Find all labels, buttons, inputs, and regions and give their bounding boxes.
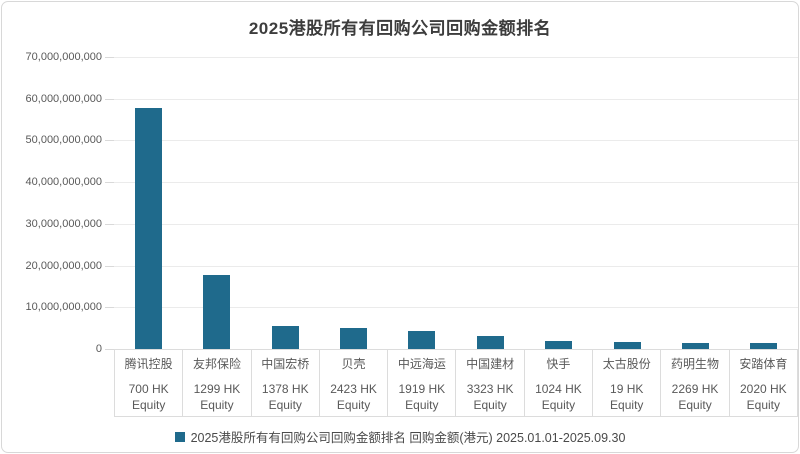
y-axis-tick-label: 10,000,000,000 <box>25 301 102 314</box>
bar-slot <box>730 57 798 349</box>
category-ticker: 2269 HK <box>671 382 719 396</box>
y-axis-tick-mark <box>105 98 114 100</box>
category-suffix: Equity <box>473 398 507 412</box>
bar-2269-HK <box>681 342 709 349</box>
y-axis-tick-label: 30,000,000,000 <box>25 217 102 230</box>
category-suffix: Equity <box>200 398 234 412</box>
bar-1378-HK <box>271 326 299 349</box>
y-axis-tick-label: 40,000,000,000 <box>25 176 102 189</box>
bar-slot <box>456 57 524 349</box>
category-ticker: 19 HK <box>610 382 644 396</box>
bar-1024-HK <box>545 340 573 349</box>
gridline <box>114 182 798 184</box>
category-ticker: 1299 HK <box>193 382 241 396</box>
legend-marker-icon <box>174 431 185 442</box>
category-suffix: Equity <box>336 398 371 412</box>
y-axis-ticks <box>105 57 114 350</box>
x-axis-category-row: 腾讯控股 700 HK Equity 友邦保险 1299 HK Equity 中国宏桥 137… <box>114 349 798 417</box>
bar-slot <box>182 57 250 349</box>
bar-slot <box>593 57 661 349</box>
y-axis-tick-mark <box>105 182 114 184</box>
bar-1299-HK <box>203 274 231 349</box>
bar-series <box>114 57 798 349</box>
category-cell: 药明生物 2269 HK Equity <box>660 350 728 416</box>
category-suffix: Equity <box>678 398 712 412</box>
bar-slot <box>661 57 729 349</box>
category-cell: 友邦保险 1299 HK Equity <box>182 350 250 416</box>
y-axis-tick-mark <box>105 140 114 142</box>
category-cell: 贝壳 2423 HK Equity <box>318 350 387 416</box>
gridline <box>114 265 798 267</box>
category-cell: 腾讯控股 700 HK Equity <box>115 350 182 416</box>
gridline <box>114 140 798 142</box>
bar-3323-HK <box>476 335 504 349</box>
category-name: 药明生物 <box>671 357 720 371</box>
category-suffix: Equity <box>405 398 439 412</box>
bar-2423-HK <box>339 327 367 349</box>
y-axis-tick-mark <box>105 223 114 225</box>
category-suffix: Equity <box>541 398 576 412</box>
category-name: 中国宏桥 <box>261 357 310 371</box>
category-ticker: 1919 HK <box>398 382 446 396</box>
category-cell: 中远海运 1919 HK Equity <box>387 350 455 416</box>
category-ticker: 2020 HK <box>739 382 787 396</box>
bar-700-HK <box>134 108 162 349</box>
bar-1919-HK <box>408 330 436 349</box>
y-axis-tick-label: 50,000,000,000 <box>25 134 102 147</box>
y-axis-tick-label: 60,000,000,000 <box>25 92 102 105</box>
category-name: 中远海运 <box>397 357 446 371</box>
category-cell: 中国建材 3323 HK Equity <box>455 350 523 416</box>
category-name: 贝壳 <box>341 357 366 371</box>
gridline <box>114 223 798 225</box>
gridline <box>114 307 798 309</box>
category-name: 太古股份 <box>602 357 651 371</box>
category-ticker: 2423 HK <box>330 382 377 396</box>
legend: 2025港股所有有回购公司回购金额排名 回购金额(港元) 2025.01.01-… <box>2 427 798 446</box>
gridline <box>114 57 798 58</box>
category-suffix: Equity <box>746 398 780 412</box>
y-axis-tick-mark <box>105 265 114 267</box>
category-ticker: 3323 HK <box>466 382 514 396</box>
category-name: 腾讯控股 <box>124 357 173 371</box>
y-axis-tick-label: 0 <box>95 343 102 355</box>
category-cell: 安踏体育 2020 HK Equity <box>728 350 797 416</box>
chart-title: 2025港股所有有回购公司回购金额排名 <box>248 19 552 38</box>
bar-slot <box>319 57 387 349</box>
category-name: 安踏体育 <box>739 357 788 371</box>
y-axis-labels: 70,000,000,000 60,000,000,000 50,000,000,0… <box>2 51 102 355</box>
category-name: 快手 <box>546 357 571 371</box>
y-axis-tick-mark <box>105 57 114 58</box>
bar-19-HK <box>613 342 641 349</box>
category-suffix: Equity <box>610 398 644 412</box>
y-axis-tick-mark <box>105 307 114 309</box>
bar-slot <box>251 57 319 349</box>
category-name: 友邦保险 <box>192 357 241 371</box>
category-suffix: Equity <box>268 398 302 412</box>
category-cell: 中国宏桥 1378 HK Equity <box>250 350 319 416</box>
bar-slot <box>114 57 182 349</box>
category-cell: 快手 1024 HK Equity <box>523 350 592 416</box>
category-ticker: 700 HK <box>128 382 169 396</box>
gridline <box>114 98 798 100</box>
y-axis-tick-label: 70,000,000,000 <box>25 51 102 63</box>
legend-label: 2025港股所有有回购公司回购金额排名 回购金额(港元) 2025.01.01-… <box>190 431 626 445</box>
bar-slot <box>388 57 456 349</box>
bar-2020-HK <box>750 342 778 349</box>
category-name: 中国建材 <box>466 357 515 371</box>
category-ticker: 1024 HK <box>535 382 582 396</box>
bar-slot <box>524 57 592 349</box>
category-ticker: 1378 HK <box>261 382 309 396</box>
plot-area <box>114 57 798 349</box>
y-axis-tick-mark <box>105 349 114 350</box>
y-axis-tick-label: 20,000,000,000 <box>25 259 102 272</box>
category-suffix: Equity <box>131 398 166 412</box>
category-cell: 太古股份 19 HK Equity <box>592 350 660 416</box>
